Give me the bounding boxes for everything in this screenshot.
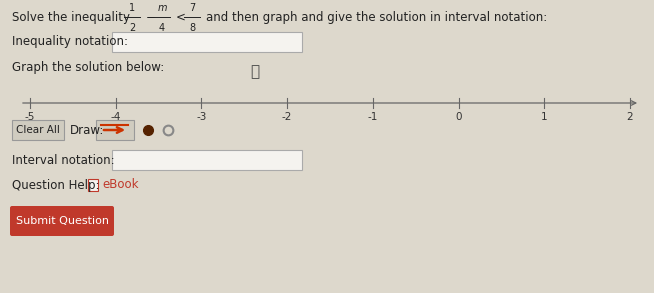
FancyBboxPatch shape [112, 150, 302, 170]
Text: -1: -1 [368, 112, 378, 122]
Text: 4: 4 [159, 23, 165, 33]
Text: Interval notation:: Interval notation: [12, 154, 114, 166]
Text: 1: 1 [129, 3, 135, 13]
Text: 8: 8 [189, 23, 195, 33]
FancyBboxPatch shape [10, 206, 114, 236]
Text: 1: 1 [541, 112, 547, 122]
Text: -2: -2 [282, 112, 292, 122]
Text: 2: 2 [627, 112, 633, 122]
FancyBboxPatch shape [112, 32, 302, 52]
Text: 0: 0 [455, 112, 462, 122]
Text: Submit Question: Submit Question [16, 216, 109, 226]
Text: and then graph and give the solution in interval notation:: and then graph and give the solution in … [206, 11, 547, 23]
Text: Draw:: Draw: [70, 124, 105, 137]
FancyBboxPatch shape [96, 120, 134, 140]
Text: <: < [176, 11, 186, 23]
FancyBboxPatch shape [12, 120, 64, 140]
Text: Graph the solution below:: Graph the solution below: [12, 62, 164, 74]
FancyBboxPatch shape [88, 179, 98, 191]
Text: m: m [157, 3, 167, 13]
Text: Question Help:: Question Help: [12, 178, 99, 192]
Text: -4: -4 [111, 112, 121, 122]
Text: -3: -3 [196, 112, 207, 122]
Text: −: − [146, 11, 156, 23]
Text: Inequality notation:: Inequality notation: [12, 35, 128, 49]
Text: Solve the inequality: Solve the inequality [12, 11, 130, 25]
Text: ⮤: ⮤ [250, 64, 259, 79]
Text: 2: 2 [129, 23, 135, 33]
Text: 7: 7 [189, 3, 195, 13]
Text: Clear All: Clear All [16, 125, 60, 135]
Text: -5: -5 [25, 112, 35, 122]
Text: eBook: eBook [102, 178, 139, 192]
